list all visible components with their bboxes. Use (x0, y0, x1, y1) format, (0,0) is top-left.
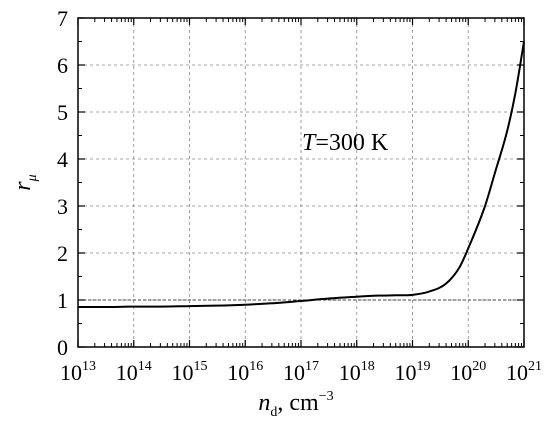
x-tick-label: 1016 (227, 359, 263, 385)
x-tick-label: 1014 (116, 359, 152, 385)
x-tick-label: 1019 (395, 359, 431, 385)
axis-ticks (77, 17, 525, 348)
y-tick-label: 4 (57, 147, 68, 172)
x-tick-exp: 21 (528, 359, 542, 374)
y-axis-label: rμ (10, 174, 40, 190)
x-tick-base: 10 (172, 360, 194, 385)
x-tick-labels: 1013 1014 1015 1016 1017 1018 1019 1020 1021 (60, 359, 542, 385)
x-tick-exp: 18 (361, 359, 375, 374)
x-tick-base: 10 (339, 360, 361, 385)
x-tick-label: 1013 (60, 359, 96, 385)
y-tick-label: 5 (57, 100, 68, 125)
x-tick-exp: 13 (82, 359, 96, 374)
x-tick-base: 10 (395, 360, 417, 385)
annotation-rest: =300 K (315, 130, 389, 156)
series-layer (78, 41, 525, 309)
x-tick-base: 10 (450, 360, 472, 385)
x-axis-label-rest: , cm (277, 390, 319, 416)
x-tick-label: 1018 (339, 359, 375, 385)
x-tick-base: 10 (506, 360, 528, 385)
x-tick-exp: 14 (138, 359, 152, 374)
x-tick-exp: 19 (417, 359, 431, 374)
x-tick-exp: 20 (472, 359, 486, 374)
x-axis-label-sup: −3 (319, 389, 334, 404)
y-tick-label: 0 (57, 335, 68, 360)
x-tick-base: 10 (60, 360, 82, 385)
y-tick-label: 7 (57, 6, 68, 31)
annotation-italic: T (302, 130, 317, 156)
y-tick-labels: 0 1 2 3 4 5 6 7 (57, 6, 68, 360)
x-axis-label-main: n (258, 390, 270, 416)
x-axis-label-sub: d (270, 405, 277, 420)
x-tick-label: 1021 (506, 359, 542, 385)
y-axis-label-sub: μ (25, 174, 40, 182)
y-tick-label: 1 (57, 288, 68, 313)
series-line (78, 41, 525, 309)
x-axis-label: nd, cm−3 (258, 389, 333, 420)
x-tick-label: 1020 (450, 359, 486, 385)
x-tick-base: 10 (116, 360, 138, 385)
y-tick-label: 2 (57, 241, 68, 266)
annotation-temperature: T=300 K (302, 130, 389, 156)
x-tick-base: 10 (227, 360, 249, 385)
x-tick-base: 10 (283, 360, 305, 385)
y-axis-label-main: r (10, 181, 36, 191)
y-tick-label: 6 (57, 53, 68, 78)
x-tick-exp: 16 (249, 359, 263, 374)
x-tick-exp: 15 (194, 359, 208, 374)
x-tick-label: 1015 (172, 359, 208, 385)
y-tick-label: 3 (57, 194, 68, 219)
grid (78, 18, 524, 347)
x-tick-label: 1017 (283, 359, 319, 385)
x-tick-exp: 17 (305, 359, 319, 374)
